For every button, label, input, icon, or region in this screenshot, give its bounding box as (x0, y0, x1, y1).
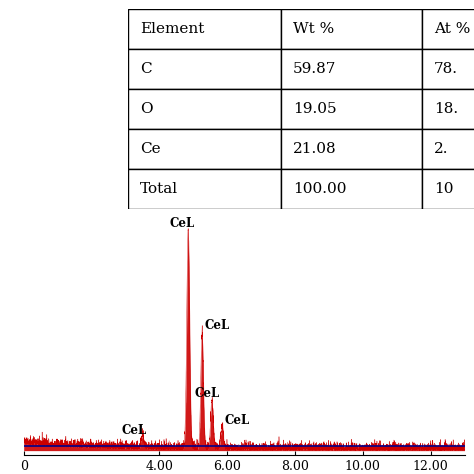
FancyBboxPatch shape (422, 89, 474, 129)
Text: 59.87: 59.87 (293, 62, 337, 76)
FancyBboxPatch shape (128, 169, 281, 209)
Text: 18.: 18. (434, 102, 458, 116)
Text: O: O (140, 102, 153, 116)
FancyBboxPatch shape (281, 9, 422, 49)
FancyBboxPatch shape (281, 169, 422, 209)
FancyBboxPatch shape (422, 129, 474, 169)
Text: CeL: CeL (225, 414, 250, 428)
FancyBboxPatch shape (281, 49, 422, 89)
Text: 78.: 78. (434, 62, 458, 76)
Text: At %: At % (434, 22, 471, 36)
Text: Ce: Ce (140, 142, 161, 156)
Text: CeL: CeL (170, 217, 195, 230)
Text: 21.08: 21.08 (293, 142, 337, 156)
FancyBboxPatch shape (281, 129, 422, 169)
Text: 2.: 2. (434, 142, 449, 156)
Text: C: C (140, 62, 152, 76)
FancyBboxPatch shape (422, 49, 474, 89)
Text: Total: Total (140, 182, 178, 196)
FancyBboxPatch shape (128, 89, 281, 129)
FancyBboxPatch shape (128, 129, 281, 169)
FancyBboxPatch shape (422, 169, 474, 209)
Text: 10: 10 (434, 182, 454, 196)
Text: CeL: CeL (194, 387, 219, 400)
FancyBboxPatch shape (281, 89, 422, 129)
Text: Wt %: Wt % (293, 22, 335, 36)
Text: 100.00: 100.00 (293, 182, 346, 196)
Text: Element: Element (140, 22, 204, 36)
Text: 19.05: 19.05 (293, 102, 337, 116)
Text: CeL: CeL (204, 319, 230, 332)
FancyBboxPatch shape (128, 49, 281, 89)
FancyBboxPatch shape (422, 9, 474, 49)
FancyBboxPatch shape (128, 9, 281, 49)
Text: CeL: CeL (121, 424, 146, 437)
